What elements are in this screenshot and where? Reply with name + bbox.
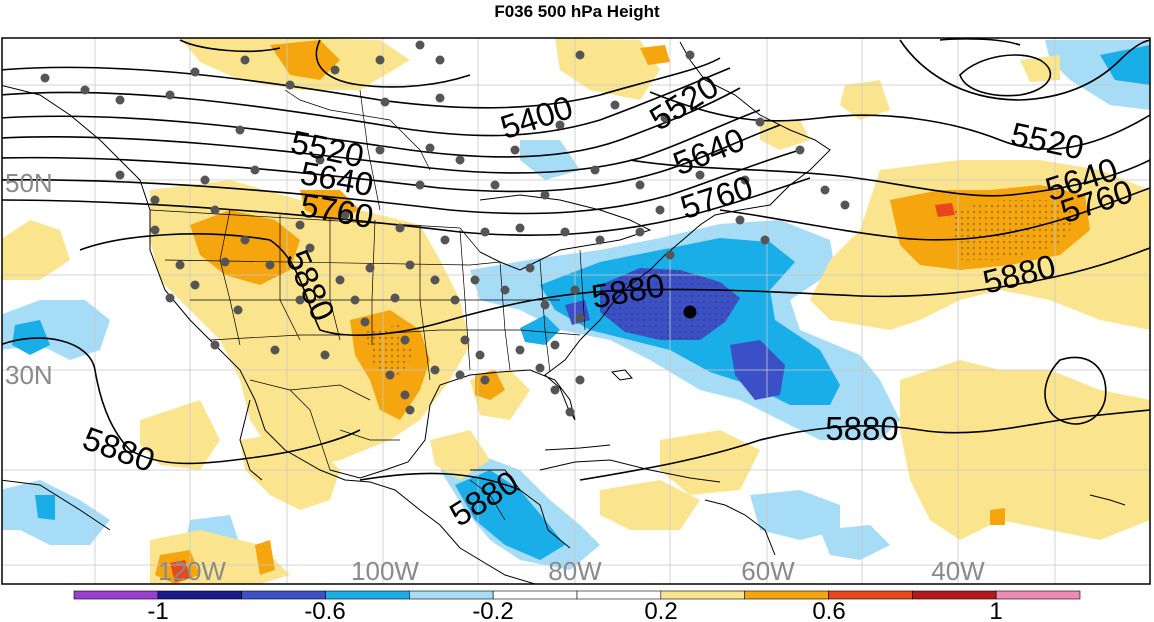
lon-label-120w: 120W [158, 556, 226, 586]
longitude-labels: 120W 100W 80W 60W 40W [158, 556, 985, 586]
colorbar-tick-label: -0.2 [472, 598, 513, 622]
colorbar-swatch [157, 590, 242, 600]
colorbar-tick-label: -1 [147, 598, 168, 622]
contour-label: 5520 [643, 67, 725, 137]
colorbar-tick-label: 1 [989, 598, 1002, 622]
contour-label: 5400 [496, 88, 577, 146]
colorbar-tick-label: 0.6 [812, 598, 845, 622]
warm-anomaly-strong [170, 203, 955, 582]
station-dots [40, 40, 850, 417]
colorbar-swatch [995, 590, 1081, 600]
colorbar-swatch [912, 590, 997, 600]
colorbar [73, 590, 1081, 600]
colorbar-tick-label: -0.6 [304, 598, 345, 622]
map-frame [1, 37, 1151, 585]
lon-label-60w: 60W [741, 556, 795, 586]
lon-label-80w: 80W [548, 556, 602, 586]
latitude-labels: 50N 30N [5, 168, 53, 390]
lat-lon-grid [2, 38, 1150, 584]
lon-label-40w: 40W [931, 556, 985, 586]
reference-point-marker [683, 305, 697, 319]
lon-label-100w: 100W [351, 556, 419, 586]
lat-label-50n: 50N [5, 168, 53, 198]
state-borders [149, 89, 586, 521]
map-title: F036 500 hPa Height [494, 2, 660, 21]
lat-label-30n: 30N [5, 360, 53, 390]
colorbar-tick-label: 0.2 [644, 598, 677, 622]
contour-label: 5520 [1008, 115, 1088, 166]
height-contours [2, 38, 1150, 491]
contour-label: 5880 [825, 410, 898, 447]
colorbar-tick-labels: -1 -0.6 -0.2 0.2 0.6 1 [147, 598, 1002, 622]
colorbar-swatch [73, 590, 159, 600]
